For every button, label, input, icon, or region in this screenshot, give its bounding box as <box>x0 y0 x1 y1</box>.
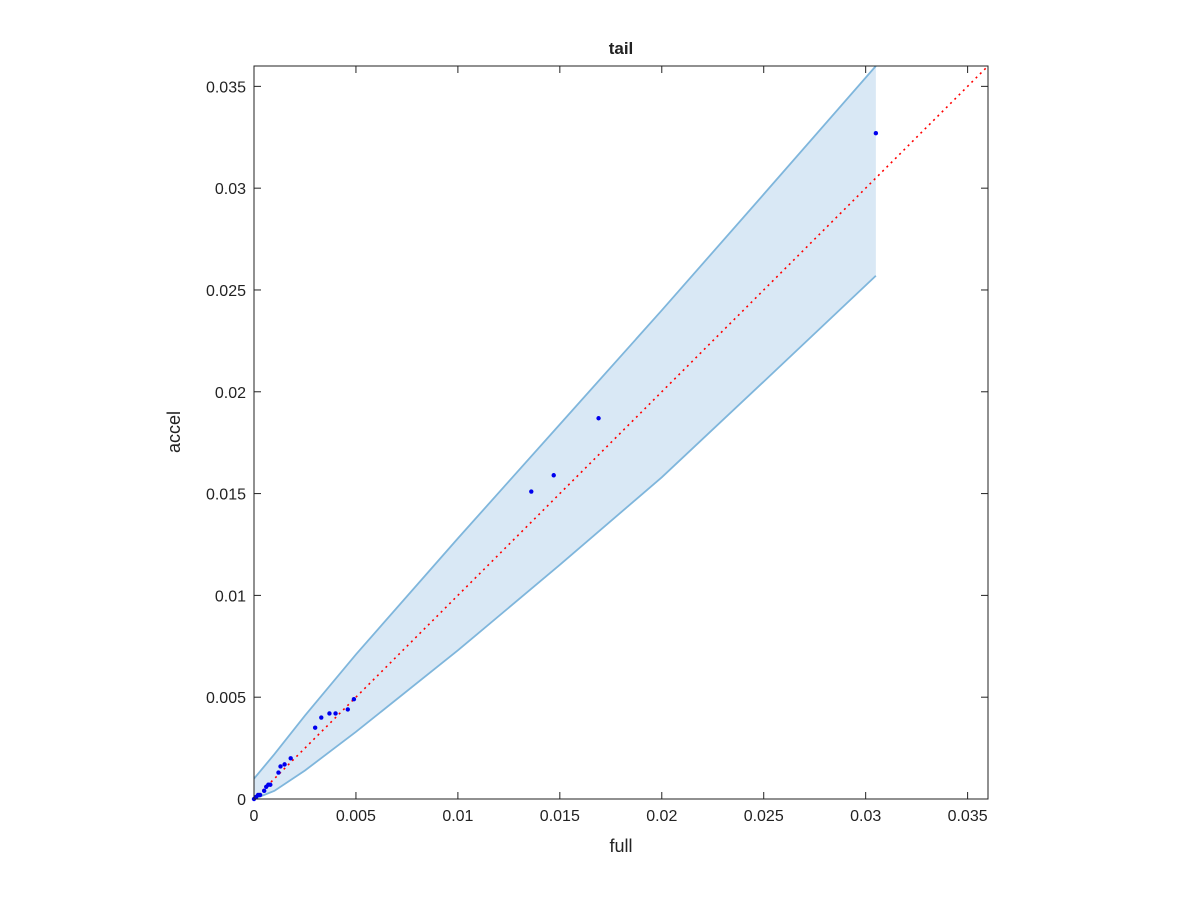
band-fill <box>254 66 876 799</box>
point <box>319 715 324 720</box>
y-tick-label: 0.02 <box>215 385 246 402</box>
y-axis-label: accel <box>164 411 184 453</box>
point <box>327 711 332 716</box>
point <box>596 416 601 421</box>
point <box>288 756 293 761</box>
point <box>261 788 267 794</box>
point <box>345 707 350 712</box>
x-tick-label: 0.035 <box>948 808 988 825</box>
plot-frame <box>253 65 989 800</box>
y-tick-label: 0.035 <box>206 79 246 96</box>
y-tick-label: 0.005 <box>206 690 246 707</box>
x-tick-label: 0.03 <box>850 808 881 825</box>
point <box>312 725 318 730</box>
point <box>264 784 269 789</box>
y-tick-label: 0.025 <box>206 283 246 300</box>
x-tick-label: 0.02 <box>646 808 677 825</box>
chart-title: tail <box>609 39 634 58</box>
point <box>282 762 287 767</box>
point <box>278 764 283 769</box>
point <box>551 473 556 478</box>
y-tick-label: 0 <box>237 792 246 809</box>
x-tick-label: 0.025 <box>744 808 784 825</box>
point <box>333 711 338 716</box>
reference-line <box>253 65 989 800</box>
y-tick-label: 0.01 <box>215 588 246 605</box>
y-tick-label: 0.03 <box>215 181 246 198</box>
band-lower <box>253 275 877 800</box>
band-upper <box>253 65 877 780</box>
point <box>873 130 879 136</box>
point <box>276 770 281 775</box>
x-tick-label: 0.005 <box>336 808 376 825</box>
x-tick-label: 0 <box>250 808 259 825</box>
x-tick-label: 0.01 <box>442 808 473 825</box>
y-tick-label: 0.015 <box>206 487 246 504</box>
point <box>529 489 534 494</box>
x-axis-label: full <box>609 836 632 856</box>
point <box>351 697 357 702</box>
x-tick-label: 0.015 <box>540 808 580 825</box>
